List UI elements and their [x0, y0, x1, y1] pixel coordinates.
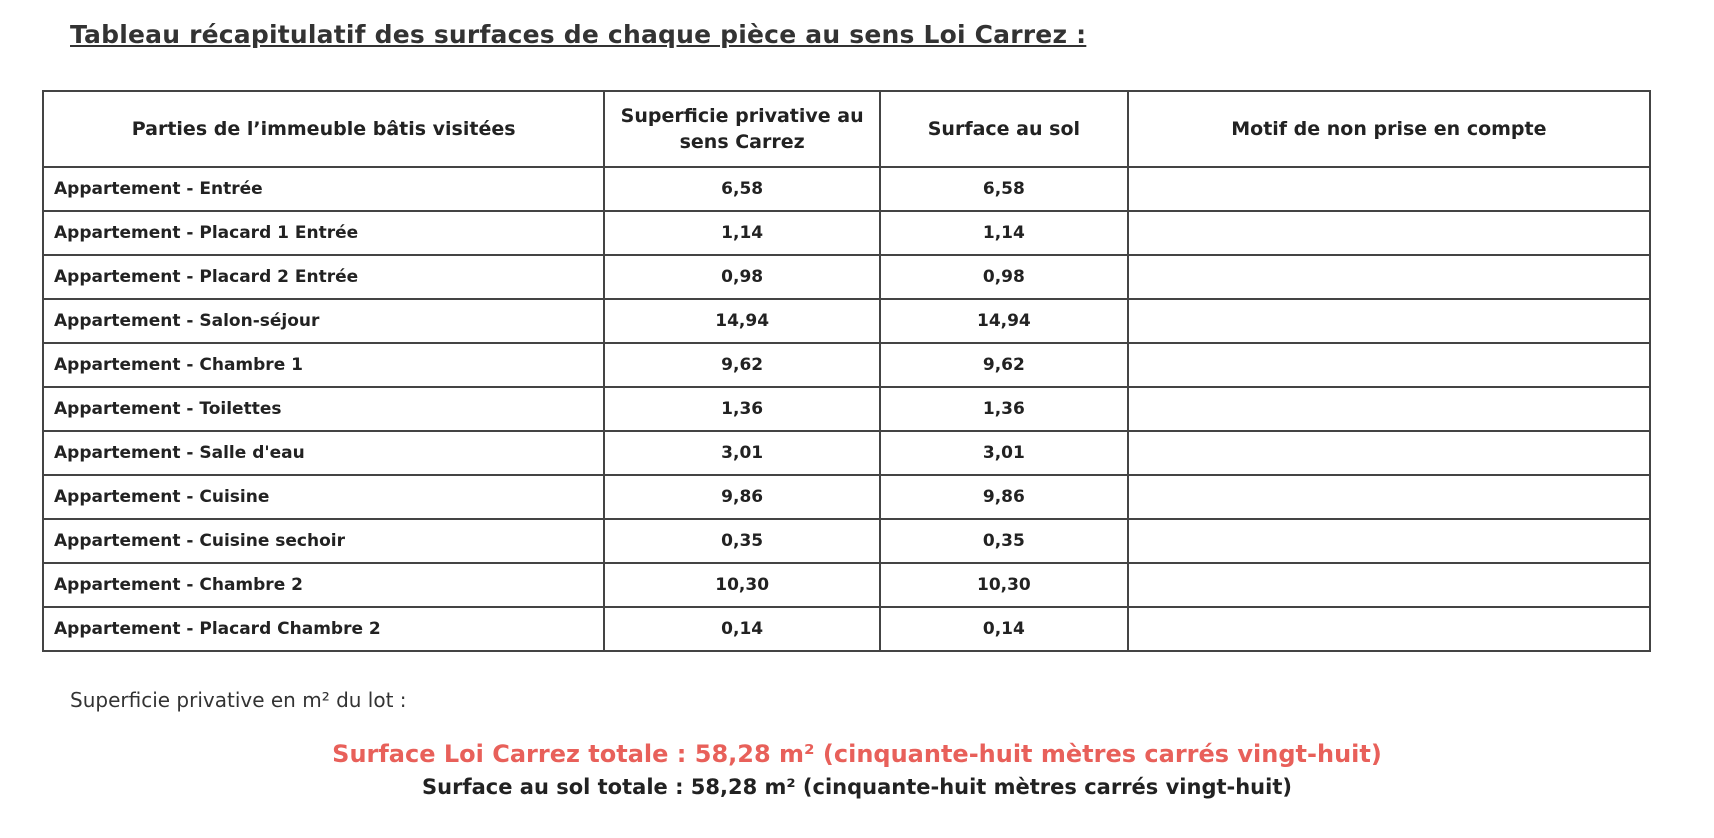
table-row: Appartement - Chambre 2 10,30 10,30	[41, 562, 1652, 608]
table-row: Appartement - Placard 1 Entrée 1,14 1,14	[41, 210, 1652, 256]
cell-motif	[1126, 518, 1652, 564]
cell-piece: Appartement - Placard 2 Entrée	[41, 254, 606, 300]
header-motif: Motif de non prise en compte	[1126, 90, 1652, 168]
header-carrez: Superficie privative au sens Carrez	[603, 90, 882, 168]
cell-motif	[1126, 254, 1652, 300]
table-row: Appartement - Salon-séjour 14,94 14,94	[41, 298, 1652, 344]
cell-piece: Appartement - Salle d'eau	[41, 430, 606, 476]
cell-carrez: 3,01	[603, 430, 882, 476]
header-parties: Parties de l’immeuble bâtis visitées	[41, 90, 606, 168]
cell-carrez: 14,94	[603, 298, 882, 344]
table-row: Appartement - Cuisine sechoir 0,35 0,35	[41, 518, 1652, 564]
cell-motif	[1126, 210, 1652, 256]
cell-sol: 10,30	[879, 562, 1129, 608]
lot-label: Superficie privative en m² du lot :	[70, 688, 407, 712]
cell-piece: Appartement - Cuisine sechoir	[41, 518, 606, 564]
cell-motif	[1126, 430, 1652, 476]
cell-carrez: 9,62	[603, 342, 882, 388]
cell-sol: 3,01	[879, 430, 1129, 476]
page-title: Tableau récapitulatif des surfaces de ch…	[70, 20, 1087, 49]
cell-motif	[1126, 606, 1652, 652]
total-carrez: Surface Loi Carrez totale : 58,28 m² (ci…	[332, 740, 1382, 768]
cell-piece: Appartement - Salon-séjour	[41, 298, 606, 344]
cell-motif	[1126, 474, 1652, 520]
cell-carrez: 0,14	[603, 606, 882, 652]
cell-motif	[1126, 166, 1652, 212]
header-sol: Surface au sol	[879, 90, 1129, 168]
table-row: Appartement - Toilettes 1,36 1,36	[41, 386, 1652, 432]
total-sol: Surface au sol totale : 58,28 m² (cinqua…	[422, 775, 1292, 799]
table-row: Appartement - Cuisine 9,86 9,86	[41, 474, 1652, 520]
cell-carrez: 1,36	[603, 386, 882, 432]
cell-sol: 14,94	[879, 298, 1129, 344]
cell-piece: Appartement - Cuisine	[41, 474, 606, 520]
cell-motif	[1126, 562, 1652, 608]
table-row: Appartement - Placard 2 Entrée 0,98 0,98	[41, 254, 1652, 300]
table-row: Appartement - Entrée 6,58 6,58	[41, 166, 1652, 212]
cell-carrez: 9,86	[603, 474, 882, 520]
cell-carrez: 1,14	[603, 210, 882, 256]
cell-motif	[1126, 342, 1652, 388]
table-row: Appartement - Placard Chambre 2 0,14 0,14	[41, 606, 1652, 652]
cell-sol: 0,35	[879, 518, 1129, 564]
cell-sol: 0,98	[879, 254, 1129, 300]
cell-sol: 6,58	[879, 166, 1129, 212]
table-row: Appartement - Chambre 1 9,62 9,62	[41, 342, 1652, 388]
cell-motif	[1126, 386, 1652, 432]
table-header-row: Parties de l’immeuble bâtis visitées Sup…	[41, 90, 1652, 168]
cell-carrez: 0,35	[603, 518, 882, 564]
cell-carrez: 10,30	[603, 562, 882, 608]
cell-motif	[1126, 298, 1652, 344]
cell-piece: Appartement - Chambre 2	[41, 562, 606, 608]
cell-piece: Appartement - Entrée	[41, 166, 606, 212]
cell-piece: Appartement - Placard 1 Entrée	[41, 210, 606, 256]
cell-piece: Appartement - Chambre 1	[41, 342, 606, 388]
table-row: Appartement - Salle d'eau 3,01 3,01	[41, 430, 1652, 476]
cell-piece: Appartement - Toilettes	[41, 386, 606, 432]
surfaces-table: Parties de l’immeuble bâtis visitées Sup…	[41, 90, 1652, 652]
cell-piece: Appartement - Placard Chambre 2	[41, 606, 606, 652]
cell-sol: 9,86	[879, 474, 1129, 520]
cell-carrez: 0,98	[603, 254, 882, 300]
cell-sol: 1,36	[879, 386, 1129, 432]
cell-carrez: 6,58	[603, 166, 882, 212]
cell-sol: 1,14	[879, 210, 1129, 256]
cell-sol: 0,14	[879, 606, 1129, 652]
cell-sol: 9,62	[879, 342, 1129, 388]
